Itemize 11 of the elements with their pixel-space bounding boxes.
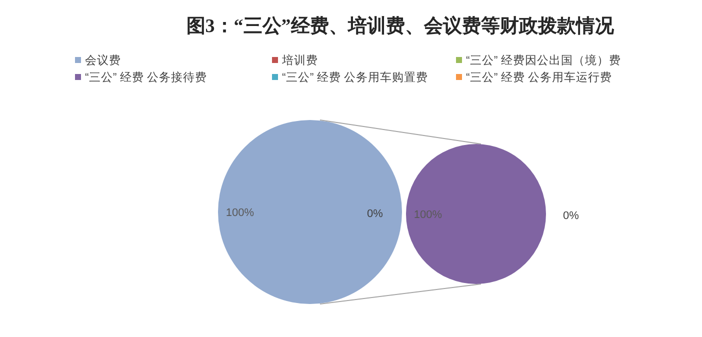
data-label: 100% xyxy=(226,207,254,219)
legend-label: “三公” 经费 公务用车运行费 xyxy=(466,70,612,84)
legend-label: “三公” 经费因公出国（境）费 xyxy=(466,53,621,67)
legend-label: 会议费 xyxy=(85,53,121,67)
text: 0% xyxy=(367,208,383,220)
chart-title: 图3：“三公”经费、培训费、会议费等财政拨款情况 xyxy=(186,15,615,37)
legend-label: 培训费 xyxy=(281,53,318,67)
legend-label: “三公” 经费 公务接待费 xyxy=(85,70,208,84)
legend-label: “三公” 经费 公务用车购置费 xyxy=(282,70,428,84)
data-label: 100% xyxy=(414,209,442,221)
text: 0% xyxy=(563,210,579,222)
